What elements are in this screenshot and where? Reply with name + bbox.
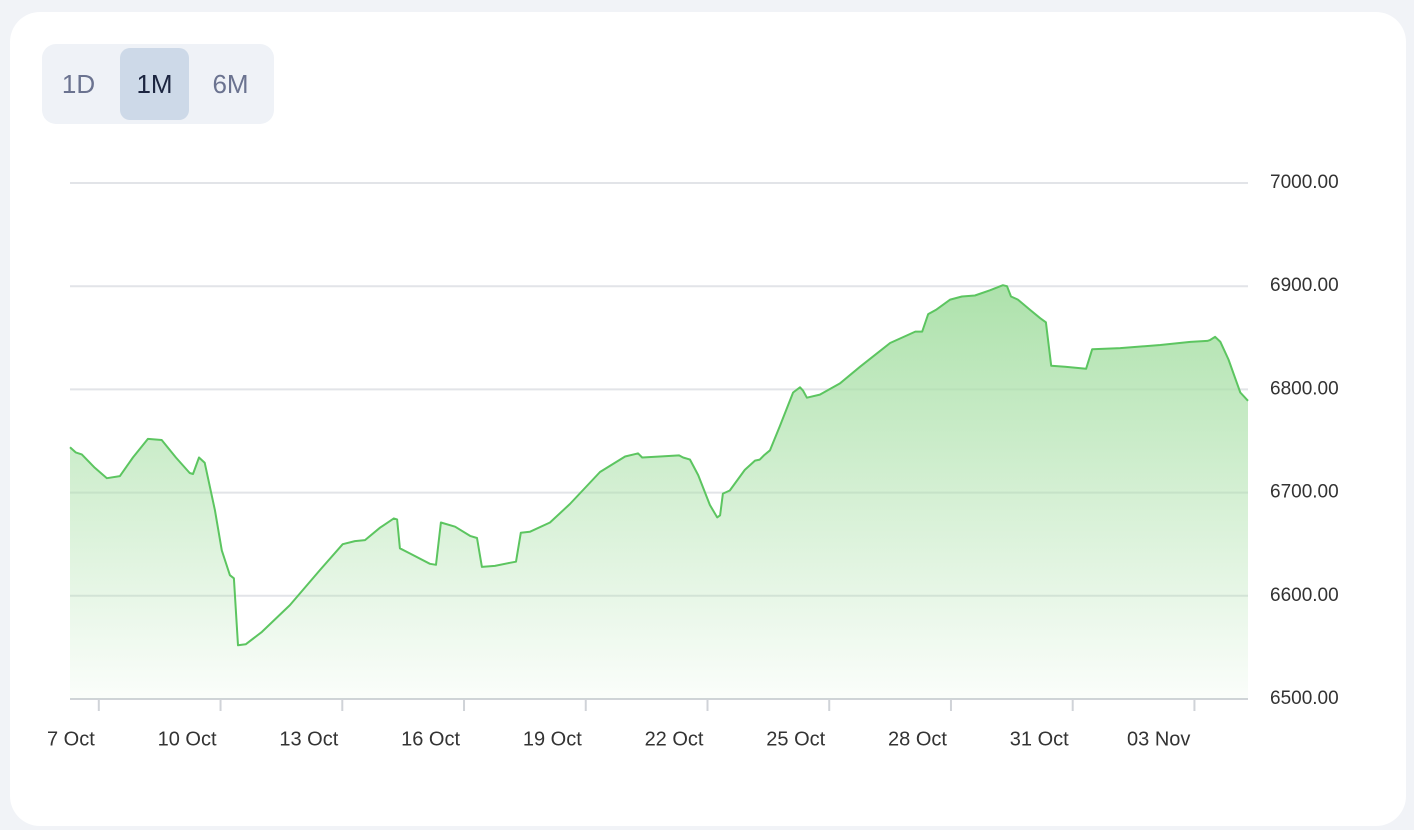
x-tick-label: 25 Oct — [766, 728, 825, 750]
x-tick-label: 7 Oct — [47, 728, 95, 750]
range-button[interactable]: 1M — [120, 48, 189, 120]
y-tick-label: 6500.00 — [1270, 688, 1339, 709]
line — [69, 284, 1249, 647]
range-button[interactable]: 1D — [61, 69, 96, 99]
x-tick-label: 22 Oct — [645, 728, 704, 750]
x-tick-label: 19 Oct — [523, 728, 582, 750]
x-tick-label: 28 Oct — [888, 728, 947, 750]
area-fill — [70, 285, 1248, 699]
y-tick-label: 6700.00 — [1270, 482, 1339, 503]
x-tick-label: 16 Oct — [401, 728, 460, 750]
x-tick-label: 10 Oct — [158, 728, 217, 750]
range-selector: 1D 1M 6M — [42, 44, 274, 124]
y-tick-label: 6800.00 — [1270, 378, 1339, 399]
x-tick-label: 13 Oct — [279, 728, 338, 750]
range-button[interactable]: 6M — [212, 69, 249, 99]
y-tick-label: 7000.00 — [1270, 172, 1339, 193]
y-tick-label: 6600.00 — [1270, 585, 1339, 606]
x-tick-label: 31 Oct — [1010, 728, 1069, 750]
x-tick-label: 03 Nov — [1127, 728, 1190, 750]
y-tick-label: 6900.00 — [1270, 275, 1339, 296]
